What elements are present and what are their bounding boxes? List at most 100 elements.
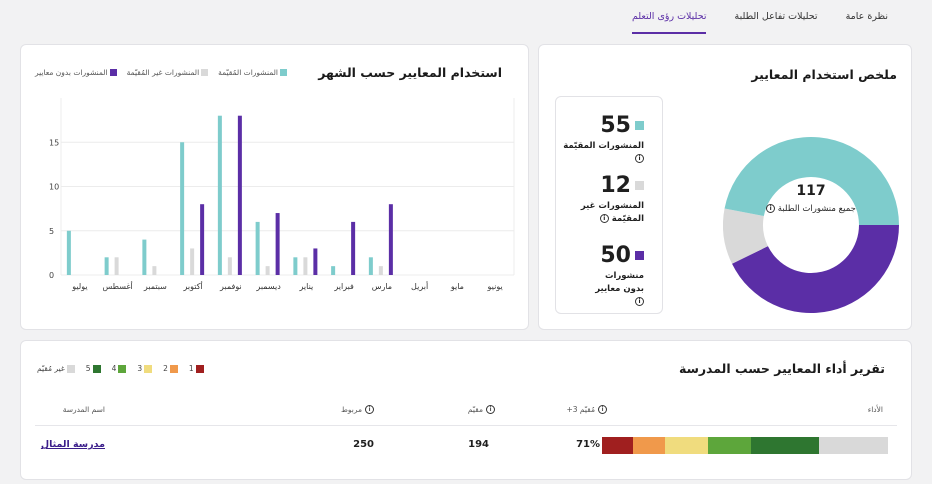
bar-not-assessed[interactable] xyxy=(152,266,157,275)
school-name-link[interactable]: مدرسة المثال xyxy=(40,439,105,450)
bar-not-assessed[interactable] xyxy=(227,257,232,275)
scale-item: 4 xyxy=(112,364,127,373)
stat-assessed-value: 55 xyxy=(600,113,631,138)
x-tick-label: يوليو xyxy=(71,282,87,291)
not-assessed-swatch-icon xyxy=(635,181,644,190)
bar-not-assessed[interactable] xyxy=(265,266,270,275)
header-linked[interactable]: i مربوط xyxy=(341,405,374,414)
bar-no-criteria[interactable] xyxy=(351,221,356,275)
donut-center: 117 جميع منشورات الطلبة i xyxy=(759,183,863,215)
info-icon[interactable]: i xyxy=(486,405,495,414)
stat-no-criteria: 50 منشورات بدون معايير i xyxy=(584,243,644,309)
performance-segment[interactable] xyxy=(707,437,751,454)
cell-linked: 250 xyxy=(353,439,374,450)
y-tick-label: 0 xyxy=(49,271,54,280)
legend-no-criteria-label: المنشورات بدون معايير xyxy=(35,68,108,77)
scale-swatch-icon xyxy=(118,364,127,373)
performance-segment[interactable] xyxy=(750,437,820,454)
donut-slice-assessed xyxy=(724,137,899,225)
bar-assessed[interactable] xyxy=(255,221,260,275)
score-scale-legend: 1 2 3 4 5 غير مُقيّم xyxy=(37,364,204,373)
y-tick-label: 15 xyxy=(49,138,59,147)
assessed-swatch-icon xyxy=(635,121,644,130)
scale-label: 5 xyxy=(85,364,91,373)
bar-no-criteria[interactable] xyxy=(275,213,280,275)
criteria-summary-card: ملخص استخدام المعايير 117 جميع منشورات ا… xyxy=(538,44,912,330)
bar-no-criteria[interactable] xyxy=(388,204,393,275)
bar-not-assessed[interactable] xyxy=(303,257,308,275)
stat-not-assessed-value: 12 xyxy=(600,173,631,198)
x-tick-label: مايو xyxy=(450,282,464,291)
bar-assessed[interactable] xyxy=(180,142,185,275)
summary-title: ملخص استخدام المعايير xyxy=(751,67,897,82)
y-tick-label: 5 xyxy=(49,227,54,236)
tab-student-engagement[interactable]: تحليلات تفاعل الطلبة xyxy=(734,10,818,22)
stat-no-criteria-value: 50 xyxy=(600,243,631,268)
legend-not-assessed: المنشورات غير المُقيّمة xyxy=(127,68,209,77)
x-tick-label: نوفمبر xyxy=(219,282,242,291)
bar-assessed[interactable] xyxy=(104,257,109,275)
bar-not-assessed[interactable] xyxy=(114,257,119,275)
stat-not-assessed-label: المنشورات غير المقيّمة xyxy=(580,201,644,224)
school-row: مدرسة المثال xyxy=(41,439,105,450)
donut-slice-no-criteria xyxy=(732,225,899,313)
header-assessed-3plus[interactable]: i مُقيّم 3+ xyxy=(566,405,607,414)
stat-no-criteria-label: منشورات بدون معايير xyxy=(595,271,644,294)
bar-no-criteria[interactable] xyxy=(200,204,205,275)
bar-assessed[interactable] xyxy=(217,115,222,275)
bar-assessed[interactable] xyxy=(66,230,71,275)
info-icon[interactable]: i xyxy=(635,297,644,306)
scale-item: 3 xyxy=(137,364,153,373)
header-assessed[interactable]: i مقيّم xyxy=(468,405,495,414)
scale-label: غير مُقيّم xyxy=(37,364,65,373)
info-icon[interactable]: i xyxy=(599,214,609,223)
stat-assessed: 55 المنشورات المقيّمة i xyxy=(556,113,644,166)
legend-not-assessed-swatch-icon xyxy=(201,69,209,76)
info-icon[interactable]: i xyxy=(635,154,644,163)
table-divider xyxy=(35,425,897,426)
info-icon[interactable]: i xyxy=(766,204,776,213)
header-school-name: اسم المدرسة xyxy=(63,405,105,414)
no-criteria-swatch-icon xyxy=(635,251,644,260)
monthly-bar-chart: 0 5 10 15 يوليو أغسطس سبتمبر أكتوبر نوفمبر ديسمبر… xyxy=(49,98,515,291)
x-tick-label: أكتوبر xyxy=(183,281,203,291)
bar-assessed[interactable] xyxy=(331,266,336,275)
x-tick-label: أبريل xyxy=(411,281,428,291)
bar-assessed[interactable] xyxy=(142,239,147,275)
scale-item: 2 xyxy=(163,364,178,373)
bar-no-criteria[interactable] xyxy=(313,248,318,275)
scale-label: 4 xyxy=(111,364,117,373)
bar-assessed[interactable] xyxy=(368,257,373,275)
bar-assessed[interactable] xyxy=(293,257,298,275)
legend-assessed: المنشورات المُقيّمة xyxy=(218,68,287,77)
performance-segment[interactable] xyxy=(602,437,634,454)
header-school-name-label: اسم المدرسة xyxy=(62,405,105,414)
scale-item: غير مُقيّم xyxy=(37,364,75,373)
bar-no-criteria[interactable] xyxy=(237,115,242,275)
tab-learning-insights[interactable]: تحليلات رؤى التعلم xyxy=(631,0,707,34)
bar-not-assessed[interactable] xyxy=(378,266,383,275)
stat-assessed-label: المنشورات المقيّمة xyxy=(563,141,644,151)
x-tick-label: سبتمبر xyxy=(143,282,167,291)
scale-label: 1 xyxy=(188,364,194,373)
scale-swatch-icon xyxy=(169,364,178,373)
stat-not-assessed: 12 المنشورات غير المقيّمة i xyxy=(564,173,644,226)
bar-not-assessed[interactable] xyxy=(190,248,195,275)
info-icon[interactable]: i xyxy=(365,405,374,414)
total-posts-value: 117 xyxy=(796,183,826,199)
tab-bar: نظرة عامة تحليلات تفاعل الطلبة تحليلات ر… xyxy=(0,0,932,34)
y-tick-label: 10 xyxy=(49,183,59,192)
donut-slice-not-assessed xyxy=(723,208,768,264)
info-icon[interactable]: i xyxy=(598,405,607,414)
performance-segment[interactable] xyxy=(819,437,888,454)
performance-segment[interactable] xyxy=(664,437,708,454)
performance-segment[interactable] xyxy=(633,437,665,454)
total-posts-label: جميع منشورات الطلبة xyxy=(777,204,856,214)
scale-item: 1 xyxy=(189,364,204,373)
x-tick-label: مارس xyxy=(372,282,392,291)
scale-swatch-icon xyxy=(195,364,204,373)
tab-overview[interactable]: نظرة عامة xyxy=(845,10,888,22)
chart-grid xyxy=(61,141,514,276)
x-tick-label: ديسمبر xyxy=(255,282,281,291)
x-tick-label: أغسطس xyxy=(102,281,132,291)
